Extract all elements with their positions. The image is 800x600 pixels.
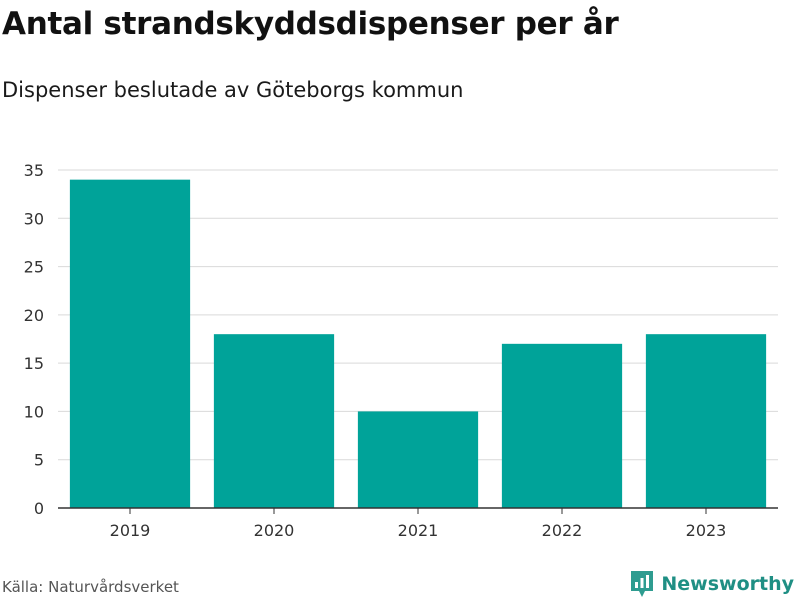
- bar-2019: [69, 179, 191, 508]
- bar-2021: [357, 411, 479, 508]
- chart-subtitle: Dispenser beslutade av Göteborgs kommun: [2, 78, 464, 102]
- y-tick-label: 20: [24, 306, 44, 325]
- bar-2023: [645, 334, 767, 508]
- x-tick-label: 2022: [542, 521, 583, 540]
- x-tick-label: 2023: [686, 521, 727, 540]
- y-tick-label: 10: [24, 402, 44, 421]
- y-tick-label: 25: [24, 258, 44, 277]
- y-tick-label: 15: [24, 354, 44, 373]
- bar-2022: [501, 343, 623, 508]
- y-tick-label: 30: [24, 209, 44, 228]
- source-note: Källa: Naturvårdsverket: [2, 578, 179, 596]
- bar-chart: 0 5 10 15 20 25 30 35 2019 2020 2021 2022 2023: [24, 161, 778, 540]
- bar-2020: [213, 334, 335, 508]
- brand-logo: Newsworthy: [629, 569, 794, 599]
- y-tick-label: 35: [24, 161, 44, 180]
- x-tick-label: 2020: [254, 521, 295, 540]
- bars: [69, 179, 767, 508]
- y-axis-ticks: 0 5 10 15 20 25 30 35: [24, 161, 44, 518]
- y-tick-label: 5: [34, 451, 44, 470]
- x-tick-label: 2019: [110, 521, 151, 540]
- newsworthy-logo-icon: [631, 571, 654, 597]
- x-axis-ticks: 2019 2020 2021 2022 2023: [110, 508, 727, 540]
- y-tick-label: 0: [34, 499, 44, 518]
- chart-title: Antal strandskyddsdispenser per år: [2, 6, 619, 42]
- x-tick-label: 2021: [398, 521, 439, 540]
- brand-name: Newsworthy: [661, 573, 794, 595]
